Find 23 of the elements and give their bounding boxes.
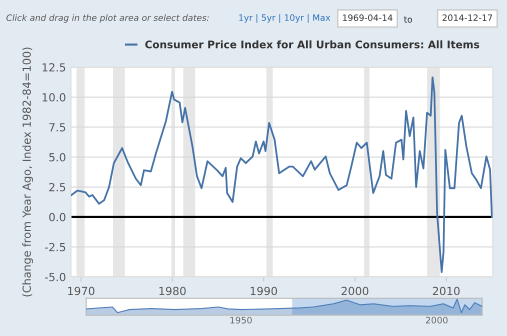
y-tick-label: 5.0 [49, 153, 66, 162]
y-tick-label: 7.5 [49, 123, 66, 132]
y-tick-label: -2.5 [44, 242, 66, 252]
x-tick-label: 2000 [426, 316, 448, 324]
y-tick-label: 0.0 [49, 212, 66, 222]
text: 1969-04-14 [343, 14, 392, 22]
text: to [404, 16, 412, 23]
text: 1yr | 5yr | 10yr | Max [239, 14, 330, 23]
text: Click and drag in the plot area or select dates: [6, 14, 209, 23]
x-tick-label: 1980 [159, 286, 186, 296]
y-tick-label: -5.0 [44, 272, 66, 282]
y-tick-label: 10.0 [42, 93, 66, 102]
y-axis-title: (Change from Year Ago, Index 1982-84=100) [22, 48, 34, 296]
legend-label: Consumer Price Index for All Urban Consumers: All Items [145, 40, 480, 48]
y-tick-label: 2.5 [49, 182, 66, 192]
x-tick-label: 1990 [250, 286, 278, 296]
text: 2014-12-17 [442, 14, 492, 22]
x-tick-label: 2000 [342, 286, 368, 296]
y-tick-label: 12.5 [42, 63, 66, 72]
x-tick-label: 1970 [68, 286, 94, 296]
x-tick-label: 1950 [230, 316, 252, 324]
line-series [70, 76, 493, 273]
x-tick-label: 2010 [432, 286, 460, 296]
